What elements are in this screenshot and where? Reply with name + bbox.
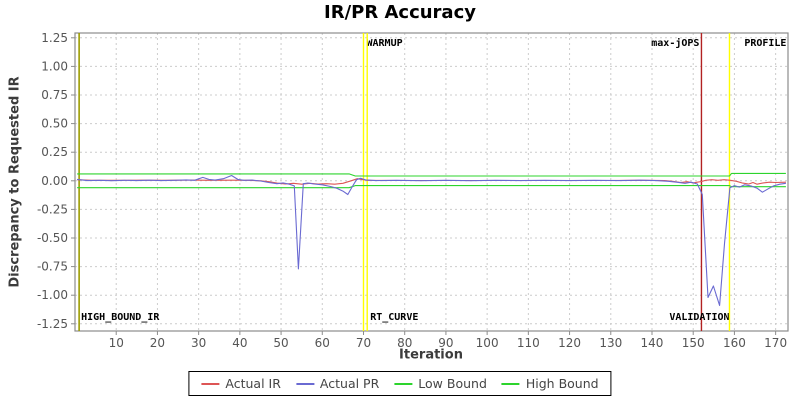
x-tick-label: 70 [356, 336, 371, 350]
x-axis-title: Iteration [399, 347, 463, 363]
y-tick-label: 0.25 [41, 145, 68, 159]
legend-item-label: High Bound [525, 376, 599, 391]
y-tick-label: -0.25 [37, 202, 68, 216]
phase-marker-label: VALIDATION [669, 312, 729, 323]
legend-item: Low Bound [394, 376, 487, 391]
legend-line-swatch [295, 382, 314, 385]
phase-marker-label: max-jOPS [651, 37, 699, 49]
x-tick-label: 100 [476, 336, 499, 350]
y-tick-label: -1.25 [37, 317, 68, 331]
y-tick-label: 1.00 [41, 59, 68, 73]
x-tick-label: 80 [397, 336, 412, 350]
legend-item: Actual IR [201, 376, 281, 391]
x-tick-label: 140 [641, 336, 664, 350]
x-tick-label: 90 [438, 336, 453, 350]
phase-marker-label: HIGH_BOUND_IR [81, 312, 160, 323]
plot-border [74, 32, 789, 332]
legend-item: High Bound [501, 376, 599, 391]
phase-marker-label: RT_CURVE [370, 312, 418, 323]
series-line-high-bound [77, 172, 786, 177]
chart-title: IR/PR Accuracy [324, 2, 476, 23]
plot-background [75, 33, 788, 331]
x-tick-label: 130 [599, 336, 622, 350]
x-tick-label: 150 [682, 336, 705, 350]
x-tick-label: 10 [109, 336, 124, 350]
legend-item-label: Actual PR [319, 376, 380, 391]
legend-item: Actual PR [295, 376, 380, 391]
legend-line-swatch [501, 382, 520, 385]
series-line-actual-pr [77, 174, 786, 307]
legend: Actual IR Actual PR Low Bound High Bound [188, 371, 612, 396]
x-tick-label: 160 [723, 336, 746, 350]
legend-item-label: Low Bound [418, 376, 487, 391]
y-tick-label: -1.00 [37, 288, 68, 302]
y-tick-label: 0.75 [41, 88, 68, 102]
legend-item-label: Actual IR [225, 376, 281, 391]
y-axis-title: Discrepancy to Requested IR [7, 76, 23, 288]
x-tick-label: 110 [517, 336, 540, 350]
x-tick-label: 50 [273, 336, 288, 350]
phase-marker-label: PROFILE [744, 38, 786, 49]
legend-line-swatch [201, 382, 220, 385]
x-tick-label: 60 [315, 336, 330, 350]
x-tick-label: 40 [232, 336, 247, 350]
y-tick-label: -0.50 [37, 231, 68, 245]
phase-marker-label: WARMUP [366, 38, 402, 49]
x-tick-label: 170 [764, 336, 787, 350]
y-tick-label: 0.50 [41, 117, 68, 131]
x-tick-label: 20 [150, 336, 165, 350]
x-tick-label: 120 [558, 336, 581, 350]
y-tick-label: -0.75 [37, 260, 68, 274]
y-tick-label: 0.00 [41, 174, 68, 188]
x-tick-label: 30 [191, 336, 206, 350]
legend-line-swatch [394, 382, 413, 385]
y-tick-label: 1.25 [41, 31, 68, 45]
